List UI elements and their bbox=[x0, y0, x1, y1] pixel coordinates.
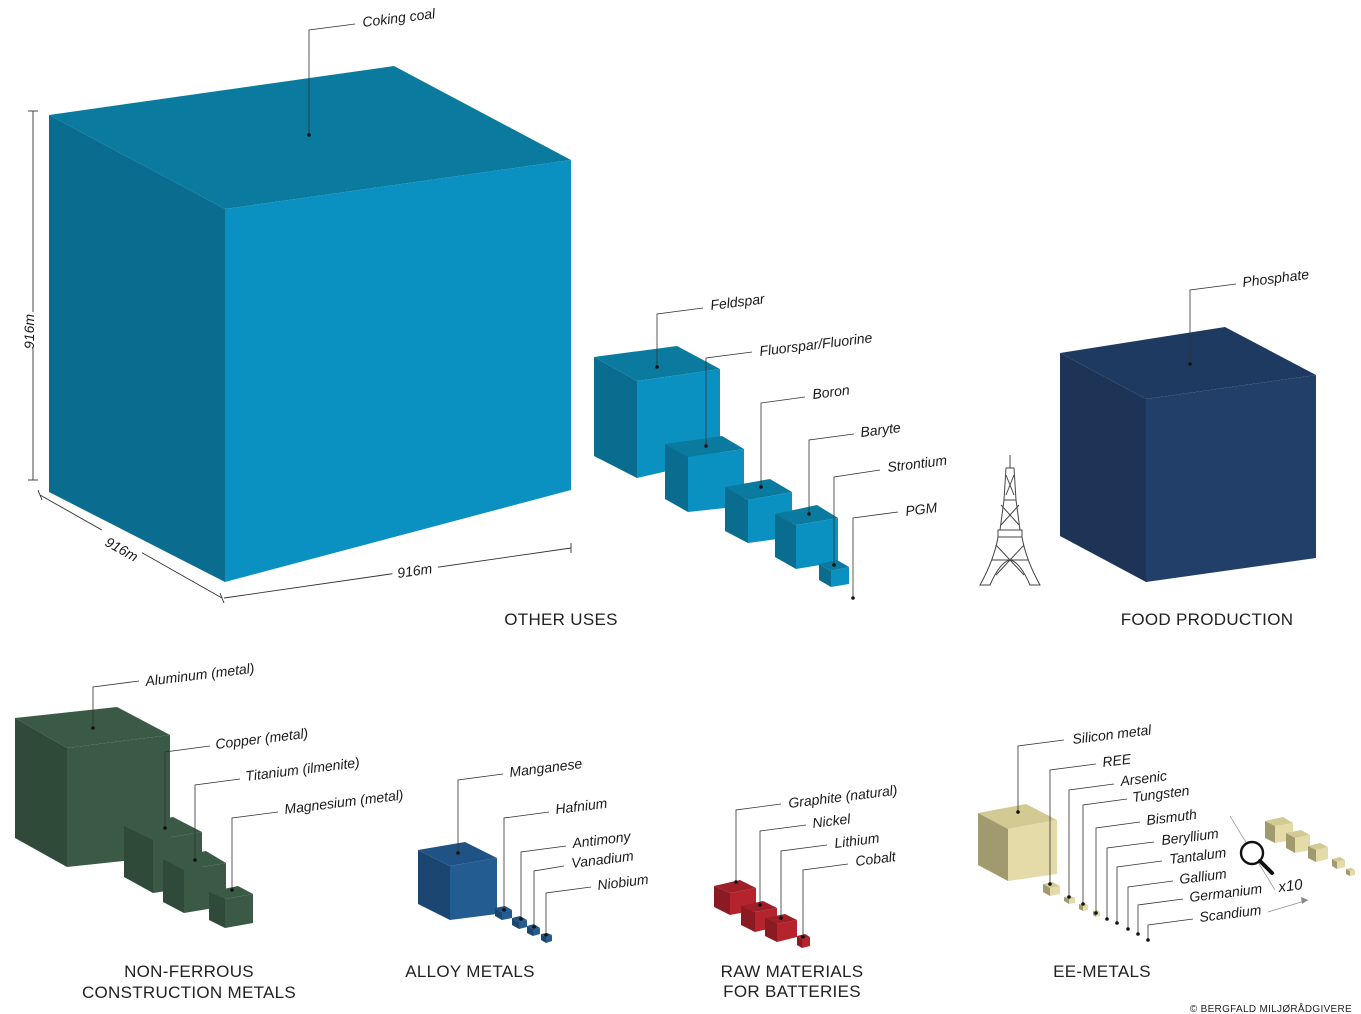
label-gallium: Gallium bbox=[1178, 865, 1227, 887]
label-manganese: Manganese bbox=[508, 755, 583, 780]
label-scandium: Scandium bbox=[1198, 901, 1262, 925]
phosphate-cube bbox=[1060, 327, 1316, 582]
label-niobium: Niobium bbox=[596, 871, 649, 893]
label-copper: Copper (metal) bbox=[214, 725, 309, 752]
label-cobalt: Cobalt bbox=[854, 848, 897, 869]
group-non-ferrous-line2: CONSTRUCTION METALS bbox=[82, 983, 296, 1002]
label-phosphate: Phosphate bbox=[1241, 266, 1310, 290]
magnifier-icon bbox=[1239, 840, 1274, 875]
label-vanadium: Vanadium bbox=[570, 847, 634, 871]
label-boron: Boron bbox=[811, 382, 850, 402]
label-strontium: Strontium bbox=[886, 452, 948, 475]
baryte-cube bbox=[775, 505, 838, 569]
eiffel-tower-icon bbox=[979, 455, 1041, 586]
group-raw-batteries-line2: FOR BATTERIES bbox=[723, 982, 861, 1001]
label-coking-coal: Coking coal bbox=[361, 5, 436, 30]
silicon-metal-cube bbox=[978, 804, 1057, 881]
niobium-cube bbox=[541, 933, 552, 943]
lithium-cube bbox=[765, 914, 797, 942]
label-arsenic: Arsenic bbox=[1118, 767, 1167, 789]
coking-coal-cube bbox=[49, 66, 571, 582]
group-raw-batteries-line1: RAW MATERIALS bbox=[721, 962, 864, 981]
label-silicon-metal: Silicon metal bbox=[1071, 721, 1153, 747]
group-alloy-metals: ALLOY METALS bbox=[405, 962, 535, 981]
label-hafnium: Hafnium bbox=[554, 795, 608, 817]
label-baryte: Baryte bbox=[859, 419, 901, 440]
label-graphite: Graphite (natural) bbox=[787, 782, 898, 811]
label-fluorspar: Fluorspar/Fluorine bbox=[758, 329, 873, 359]
hafnium-cube bbox=[495, 906, 512, 920]
dim-height-label: 916m bbox=[21, 314, 37, 349]
label-lithium: Lithium bbox=[833, 830, 880, 851]
antimony-cube bbox=[512, 916, 527, 929]
label-nickel: Nickel bbox=[811, 810, 852, 831]
group-food-production: FOOD PRODUCTION bbox=[1121, 610, 1294, 629]
label-aluminum: Aluminum (metal) bbox=[143, 660, 255, 689]
label-tantalum: Tantalum bbox=[1168, 844, 1227, 867]
arsenic-cube bbox=[1064, 896, 1075, 904]
magnesium-cube bbox=[209, 886, 253, 928]
label-bismuth: Bismuth bbox=[1145, 806, 1197, 828]
label-tungsten: Tungsten bbox=[1131, 782, 1190, 805]
label-beryllium: Beryllium bbox=[1160, 825, 1219, 848]
label-feldspar: Feldspar bbox=[709, 290, 766, 313]
ree-cube bbox=[1043, 882, 1060, 896]
label-ree: REE bbox=[1101, 751, 1132, 770]
group-non-ferrous-line1: NON-FERROUS bbox=[124, 962, 254, 981]
enlarged-ee-cubes bbox=[1265, 817, 1355, 876]
strontium-cube bbox=[819, 560, 849, 587]
copyright: © BERGFALD MILJØRÅDGIVERE bbox=[1190, 1002, 1352, 1014]
label-antimony: Antimony bbox=[570, 828, 632, 851]
label-pgm: PGM bbox=[904, 499, 938, 519]
dim-width-label: 916m bbox=[396, 560, 433, 581]
group-ee-metals: EE-METALS bbox=[1053, 962, 1151, 981]
label-magnesium: Magnesium (metal) bbox=[283, 786, 404, 816]
group-other-uses: OTHER USES bbox=[504, 610, 618, 629]
label-titanium: Titanium (ilmenite) bbox=[244, 754, 360, 784]
manganese-cube bbox=[418, 842, 497, 920]
magnifier-factor: x10 bbox=[1276, 876, 1304, 896]
